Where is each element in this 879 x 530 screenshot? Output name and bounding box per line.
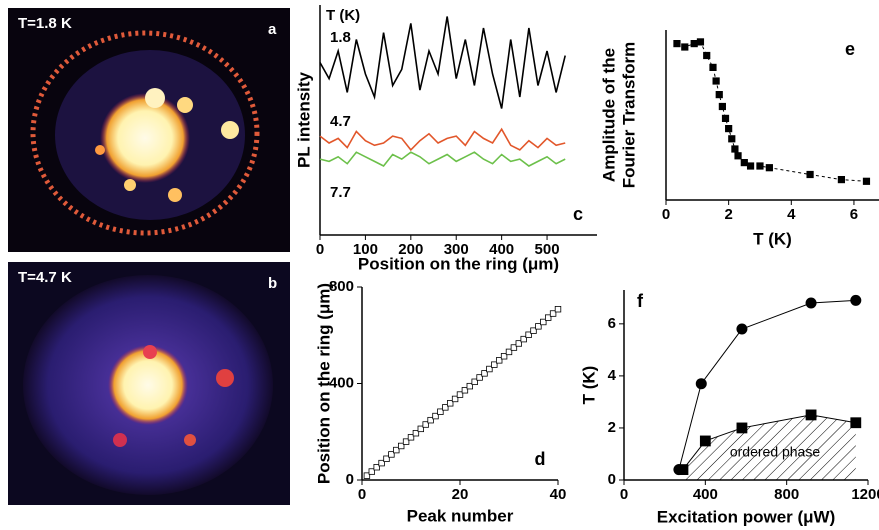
image-caption: T=4.7 K (18, 269, 72, 286)
x-tick-label: 0 (316, 241, 324, 258)
series-label: 1.8 (330, 29, 351, 46)
y-axis-label: T (K) (579, 366, 598, 405)
y-tick-label: 6 (608, 315, 616, 332)
x-axis-label: T (K) (753, 229, 792, 248)
marker (863, 178, 869, 184)
x-tick-label: 6 (850, 206, 858, 223)
x-tick-label: 40 (550, 486, 567, 503)
image-a: T=1.8 K a (8, 8, 290, 252)
x-tick-label: 400 (693, 486, 718, 503)
panel-label: c (573, 204, 583, 224)
marker (678, 465, 688, 475)
marker (732, 146, 738, 152)
marker (697, 39, 703, 45)
y-axis-label: Amplitude of the (599, 48, 618, 182)
y-tick-label: 0 (346, 471, 354, 488)
x-tick-label: 4 (787, 206, 796, 223)
marker (737, 423, 747, 433)
figure: T=1.8 K a T=4.7 K b 0100200300400500Posi… (0, 0, 879, 530)
series-label: 4.7 (330, 113, 351, 130)
marker (736, 324, 747, 335)
panel-label: b (268, 275, 277, 292)
image-b: T=4.7 K b (8, 262, 290, 505)
image-caption: T=1.8 K (18, 15, 72, 32)
marker (725, 125, 731, 131)
x-tick-label: 0 (358, 486, 366, 503)
x-tick-label: 2 (724, 206, 732, 223)
x-axis-label: Peak number (407, 506, 514, 525)
panel-label: a (268, 21, 277, 38)
marker (696, 378, 707, 389)
y-axis-label: Position on the ring (μm) (314, 283, 333, 484)
marker (766, 165, 772, 171)
marker (682, 44, 688, 50)
x-tick-label: 0 (662, 206, 670, 223)
marker (806, 410, 816, 420)
panel-label: d (535, 449, 546, 469)
marker (674, 40, 680, 46)
panel-label: f (637, 291, 644, 311)
y-axis-label: Fourier Transform (619, 42, 638, 188)
series-line (320, 17, 565, 109)
marker (807, 171, 813, 177)
x-axis-label: Position on the ring (μm) (358, 254, 559, 273)
marker (691, 40, 697, 46)
marker (710, 64, 716, 70)
x-tick-label: 0 (620, 486, 628, 503)
marker (838, 176, 844, 182)
marker (735, 153, 741, 159)
x-tick-label: 20 (452, 486, 469, 503)
series-label: 7.7 (330, 184, 351, 201)
marker (729, 136, 735, 142)
marker (716, 91, 722, 97)
series-line (320, 129, 565, 150)
y-tick-label: 0 (608, 471, 616, 488)
marker (851, 418, 861, 428)
series-line (677, 42, 867, 181)
marker (741, 159, 747, 165)
chart: 0 400 800 1200 0 2 4 6 Excitation power (μW) T (K… (579, 290, 879, 526)
marker (713, 78, 719, 84)
marker (757, 163, 763, 169)
marker (555, 306, 561, 312)
marker (704, 52, 710, 58)
y-tick-label: 2 (608, 419, 616, 436)
marker (722, 115, 728, 121)
panel-label: e (845, 39, 855, 59)
marker (719, 103, 725, 109)
x-tick-label: 800 (774, 486, 799, 503)
x-axis-label: Excitation power (μW) (657, 507, 836, 526)
marker (747, 163, 753, 169)
y-axis-label: PL intensity (294, 71, 313, 168)
legend-title: T (K) (326, 7, 360, 24)
marker (806, 298, 817, 309)
marker (850, 295, 861, 306)
marker (700, 436, 710, 446)
series-line (320, 152, 565, 166)
y-tick-label: 4 (608, 367, 617, 384)
hatched-area (683, 415, 856, 480)
